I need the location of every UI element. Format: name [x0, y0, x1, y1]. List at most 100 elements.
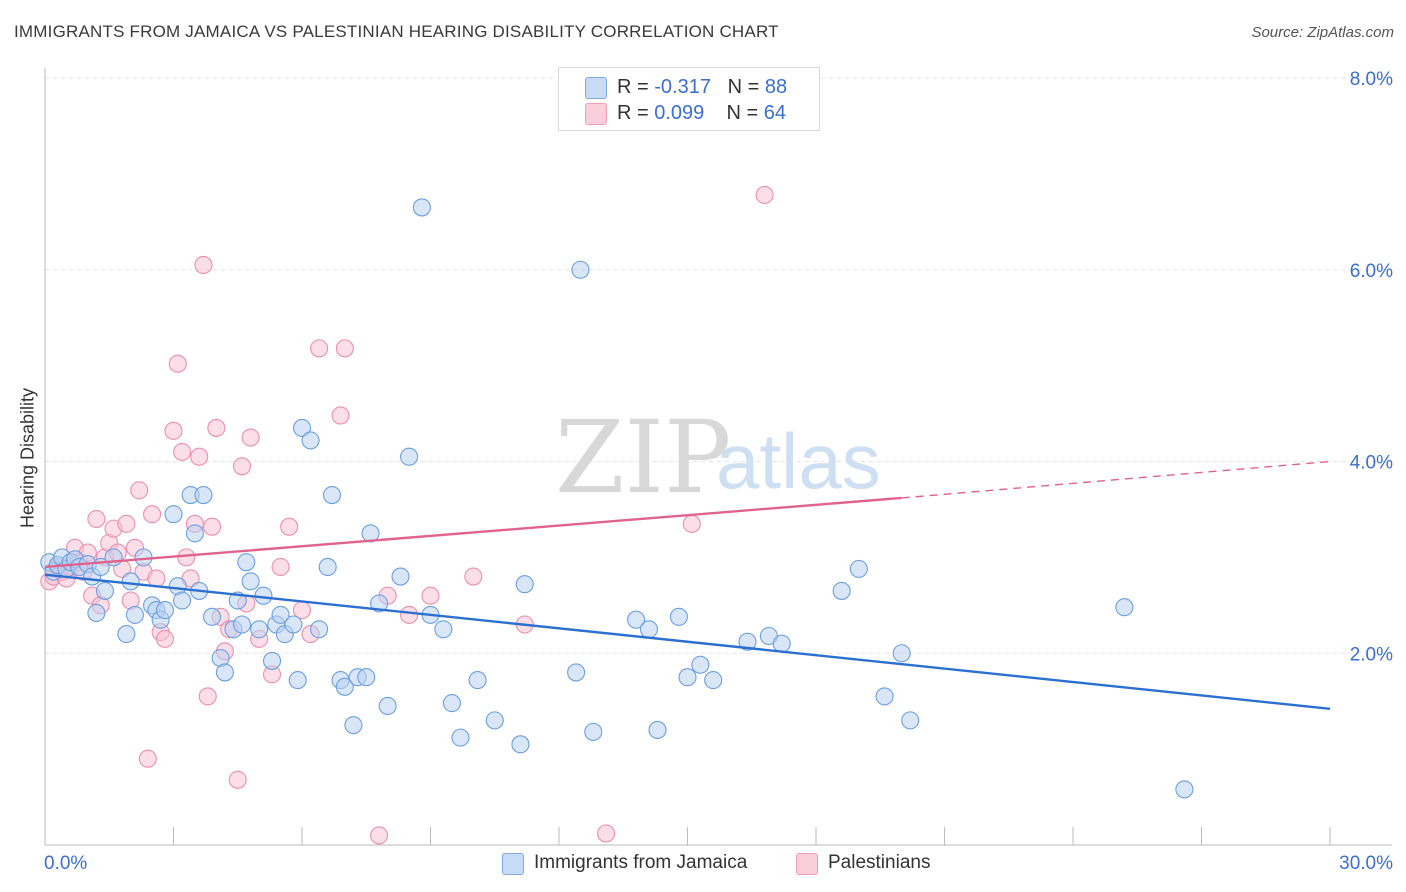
palestinians-point: [203, 517, 222, 536]
y-tick-labels: 2.0% 4.0% 6.0% 8.0%: [1350, 69, 1393, 665]
jamaica-point: [370, 594, 389, 613]
palestinians-point: [241, 428, 260, 447]
palestinians-point: [194, 255, 213, 275]
palestinians-point: [271, 557, 290, 577]
jamaica-point: [344, 716, 363, 735]
jamaica-point: [678, 668, 697, 687]
jamaica-point: [772, 634, 791, 653]
trend-lines: [44, 460, 1331, 711]
x-tick-label-min: 0.0%: [44, 853, 87, 874]
jamaica-point: [901, 711, 920, 730]
jamaica-point: [215, 663, 234, 682]
jamaica-point: [442, 694, 461, 713]
palestinians-point: [138, 749, 157, 768]
palestinians-point: [143, 505, 162, 524]
palestinians-point: [310, 339, 329, 358]
jamaica-point: [301, 431, 320, 450]
jamaica-point: [310, 620, 329, 639]
y-axis-label: Hearing Disability: [17, 387, 38, 529]
palestinians-point: [147, 569, 166, 588]
jamaica-point: [1115, 598, 1134, 617]
jamaica-point: [412, 198, 431, 217]
palestinians-point: [130, 481, 149, 500]
y-tick-label-3: 8.0%: [1350, 69, 1393, 90]
palestinians-point: [331, 406, 350, 425]
jamaica-point: [203, 607, 222, 626]
x-tick-label-max: 30.0%: [1339, 853, 1393, 874]
palestinians-point: [228, 770, 247, 789]
y-tick-label-2: 6.0%: [1350, 261, 1393, 282]
jamaica-point: [318, 557, 337, 577]
jamaica-point: [284, 615, 303, 634]
palestinians-point: [177, 548, 196, 567]
palestinians-trend-line: [44, 496, 902, 569]
palestinians-point: [464, 567, 483, 586]
jamaica-point: [378, 696, 397, 716]
palestinians-point: [155, 629, 174, 648]
legend-label-jamaica: Immigrants from Jamaica: [534, 852, 748, 873]
jamaica-point: [173, 591, 192, 610]
data-points: [40, 185, 1194, 845]
jamaica-point: [892, 644, 911, 663]
jamaica-point: [691, 655, 710, 674]
jamaica-point: [639, 620, 659, 639]
palestinians-point: [164, 421, 183, 440]
palestinians-point: [280, 517, 299, 536]
jamaica-point: [511, 735, 530, 754]
palestinians-point: [190, 447, 209, 466]
jamaica-point: [468, 671, 487, 690]
stats-row-palestinians: R = 0.099 N = 64: [585, 102, 786, 126]
jamaica-point: [125, 605, 144, 624]
jamaica-point: [571, 260, 590, 279]
jamaica-point: [117, 625, 136, 644]
palestinians-point: [168, 354, 187, 373]
jamaica-point: [87, 603, 106, 623]
palestinians-point: [335, 339, 354, 358]
y-tick-label-1: 4.0%: [1350, 453, 1393, 474]
watermark-zip: ZIP: [555, 399, 731, 516]
jamaica-point: [648, 720, 667, 740]
jamaica-point: [164, 505, 183, 524]
jamaica-point: [241, 572, 260, 591]
palestinians-point: [173, 442, 192, 461]
jamaica-point: [194, 486, 213, 505]
palestinians-point: [682, 514, 701, 533]
stats-row-jamaica: R = -0.317 N = 88: [585, 76, 787, 100]
y-tick-label-0: 2.0%: [1350, 644, 1393, 665]
jamaica-point: [322, 486, 342, 505]
jamaica-point: [567, 663, 586, 682]
palestinians-point: [207, 418, 226, 437]
jamaica-point: [237, 553, 256, 572]
jamaica-trend-line: [44, 573, 1331, 711]
palestinians-point: [370, 826, 389, 845]
jamaica-swatch: [585, 77, 607, 99]
palestinians-point: [117, 514, 136, 533]
chart-title: IMMIGRANTS FROM JAMAICA VS PALESTINIAN H…: [14, 22, 779, 41]
jamaica-point: [875, 687, 894, 706]
axes: [44, 68, 1392, 846]
x-tick-labels: 0.0% 30.0%: [44, 853, 1393, 874]
palestinians-point: [87, 509, 106, 529]
legend-label-palestinians: Palestinians: [828, 852, 931, 873]
series-jamaica: [40, 198, 1194, 799]
jamaica-point: [391, 567, 410, 586]
jamaica-point: [185, 524, 204, 543]
palestinians-point: [755, 185, 774, 205]
jamaica-point: [434, 620, 453, 639]
jamaica-point: [335, 677, 354, 696]
jamaica-point: [232, 615, 252, 634]
palestinians-point: [597, 824, 616, 843]
jamaica-point: [515, 575, 534, 594]
palestinians-point: [232, 457, 252, 476]
palestinians-point: [198, 687, 217, 706]
legend-swatch-palestinians: [796, 853, 818, 875]
jamaica-point: [704, 671, 723, 690]
jamaica-point: [1175, 780, 1194, 799]
jamaica-point: [832, 581, 851, 600]
jamaica-point: [357, 668, 376, 687]
watermark-atlas: atlas: [716, 417, 881, 505]
stats-text-jamaica: R = -0.317 N = 88: [617, 76, 788, 98]
jamaica-point: [584, 722, 603, 741]
jamaica-point: [738, 632, 757, 651]
